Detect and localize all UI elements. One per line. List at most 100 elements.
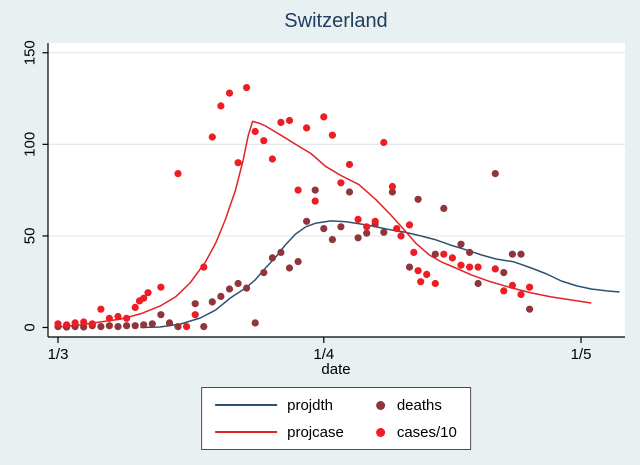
point-deaths <box>208 298 216 306</box>
point-cases/10 <box>294 186 302 194</box>
point-cases/10 <box>131 303 139 311</box>
point-cases/10 <box>380 138 388 147</box>
point-cases/10 <box>474 263 482 271</box>
point-cases/10 <box>114 312 122 321</box>
point-cases/10 <box>405 221 414 229</box>
point-cases/10 <box>363 223 371 231</box>
point-deaths <box>174 323 182 331</box>
legend-entry-projcase: projcase <box>215 421 344 443</box>
point-deaths <box>414 195 422 203</box>
point-deaths <box>243 284 251 292</box>
point-deaths <box>217 292 225 300</box>
point-cases/10 <box>345 160 354 169</box>
x-axis-title: date <box>321 361 351 378</box>
point-deaths <box>517 250 525 258</box>
cases-dot-swatch <box>375 427 385 437</box>
point-deaths <box>328 236 336 244</box>
point-deaths <box>191 300 199 308</box>
point-cases/10 <box>466 263 474 271</box>
point-cases/10 <box>457 261 465 269</box>
point-deaths <box>405 263 414 271</box>
point-cases/10 <box>508 281 516 289</box>
projcase-line-swatch <box>215 431 278 433</box>
legend-label-projdth: projdth <box>287 396 333 414</box>
legend-label-deaths: deaths <box>396 396 442 414</box>
point-cases/10 <box>417 278 425 286</box>
legend-entry-cases: cases/10 <box>374 421 457 443</box>
point-cases/10 <box>208 133 216 141</box>
point-cases/10 <box>414 267 422 275</box>
point-cases/10 <box>63 321 71 329</box>
point-cases/10 <box>217 102 225 110</box>
projdth-line-swatch <box>215 404 278 406</box>
point-deaths <box>80 323 88 331</box>
legend: projdth projcase deaths cases/10 <box>201 387 471 450</box>
point-deaths <box>200 323 208 331</box>
point-cases/10 <box>500 287 508 295</box>
point-deaths <box>526 305 534 313</box>
point-cases/10 <box>123 314 131 322</box>
y-tick-label: 100 <box>22 132 39 157</box>
point-deaths <box>105 322 113 330</box>
x-tick-label: 1/3 <box>48 346 69 363</box>
point-deaths <box>431 250 439 258</box>
point-cases/10 <box>183 323 191 331</box>
point-deaths <box>388 188 396 196</box>
point-cases/10 <box>54 320 62 328</box>
point-cases/10 <box>277 118 285 126</box>
point-cases/10 <box>311 197 319 205</box>
point-deaths <box>491 170 499 178</box>
point-deaths <box>311 186 319 194</box>
y-tick-label: 150 <box>22 40 39 65</box>
point-cases/10 <box>105 314 113 322</box>
point-cases/10 <box>410 248 418 256</box>
point-cases/10 <box>517 290 525 299</box>
x-tick-label: 1/4 <box>313 346 334 363</box>
point-cases/10 <box>140 294 148 302</box>
point-deaths <box>440 204 448 212</box>
point-cases/10 <box>337 179 345 187</box>
point-deaths <box>251 319 259 327</box>
y-tick-label: 0 <box>22 323 39 331</box>
point-deaths <box>131 322 139 330</box>
legend-entry-deaths: deaths <box>374 394 457 416</box>
point-deaths <box>380 228 388 236</box>
point-deaths <box>303 217 311 225</box>
point-cases/10 <box>371 217 379 225</box>
point-deaths <box>500 269 508 277</box>
point-deaths <box>148 320 156 328</box>
point-cases/10 <box>448 254 456 262</box>
point-deaths <box>268 254 276 262</box>
legend-label-projcase: projcase <box>287 423 344 441</box>
point-cases/10 <box>97 305 105 313</box>
point-deaths <box>140 321 148 329</box>
point-cases/10 <box>491 265 499 273</box>
point-cases/10 <box>354 215 362 223</box>
point-deaths <box>457 240 465 248</box>
point-deaths <box>345 188 354 196</box>
point-cases/10 <box>243 84 251 92</box>
point-cases/10 <box>388 182 396 191</box>
plot-background <box>48 43 625 337</box>
point-deaths <box>97 323 105 331</box>
legend-entry-projdth: projdth <box>215 394 344 416</box>
point-cases/10 <box>320 113 328 121</box>
point-cases/10 <box>423 270 431 278</box>
point-cases/10 <box>393 225 401 233</box>
point-cases/10 <box>260 137 268 145</box>
point-cases/10 <box>157 283 165 291</box>
point-deaths <box>337 223 345 231</box>
series-line-projcase <box>57 120 592 328</box>
point-deaths <box>466 248 474 256</box>
point-deaths <box>165 319 174 327</box>
point-cases/10 <box>174 170 182 178</box>
y-tick-label: 50 <box>22 228 39 245</box>
point-cases/10 <box>431 279 439 288</box>
point-deaths <box>225 285 234 293</box>
point-deaths <box>157 311 165 319</box>
point-cases/10 <box>285 116 294 125</box>
point-cases/10 <box>200 263 208 271</box>
point-cases/10 <box>144 289 152 297</box>
point-cases/10 <box>225 89 234 97</box>
